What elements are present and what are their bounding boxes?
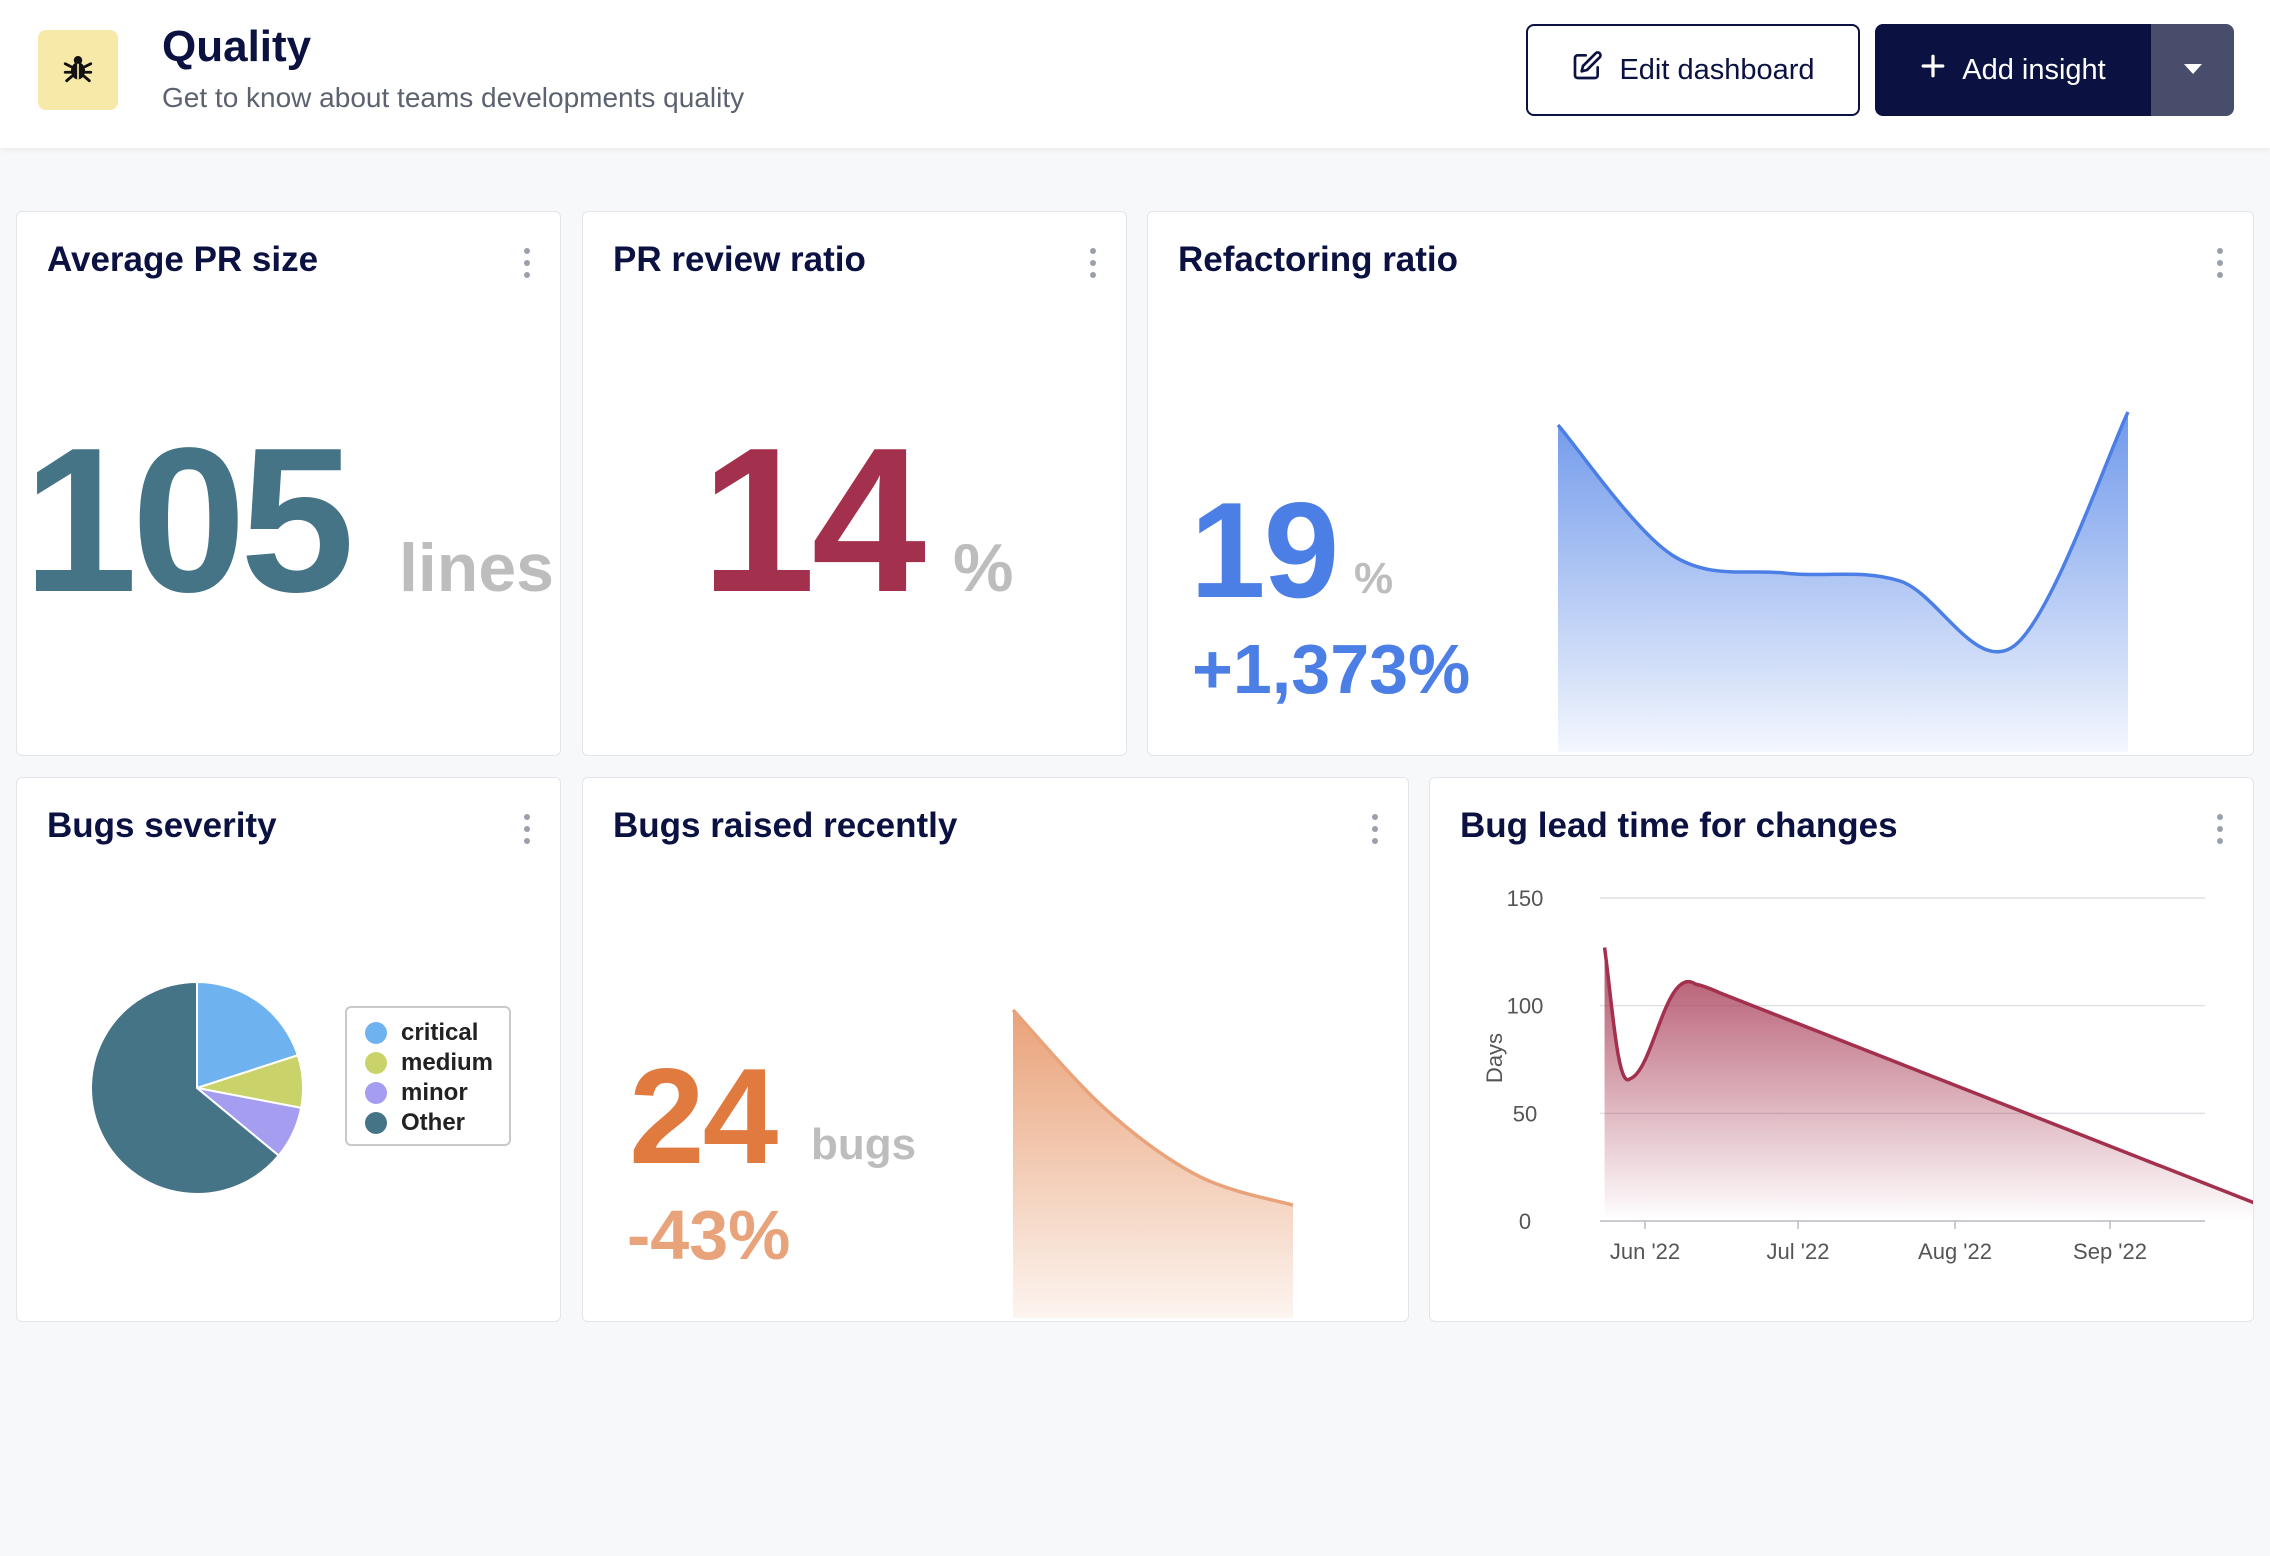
- kebab-icon: [1090, 248, 1096, 254]
- card-refactoring-ratio: Refactoring ratio 19 % +1,373%: [1147, 211, 2254, 756]
- metric-change: -43%: [627, 1196, 791, 1274]
- pie-legend: critical medium minor Other: [345, 1006, 511, 1146]
- sparkline-line: [1556, 411, 2130, 654]
- add-insight-label: Add insight: [1962, 53, 2106, 86]
- lead-time-chart: 0 50 100 150 Jun '22 Jul '22 Aug '22 Sep '22 Da…: [1482, 886, 2253, 1264]
- legend-label: Other: [401, 1109, 466, 1136]
- y-tick-label: 50: [1513, 1101, 1537, 1126]
- page-title: Quality: [162, 22, 312, 71]
- x-tick-label: Sep '22: [2073, 1239, 2147, 1264]
- legend-item: minor: [365, 1078, 509, 1108]
- metric-value: 24: [629, 1040, 778, 1192]
- bugs-severity-pie: [90, 980, 304, 1195]
- y-tick-label: 100: [1507, 994, 1544, 1019]
- page-subtitle: Get to know about teams developments qua…: [162, 82, 745, 113]
- edit-icon: [1571, 50, 1603, 90]
- lead-time-area: [1604, 947, 2253, 1221]
- pie-slice-critical: [196, 980, 300, 1090]
- card-average-pr-size: Average PR size 105 lines: [16, 211, 561, 756]
- legend-swatch: [365, 1052, 387, 1074]
- card-menu-button[interactable]: [521, 248, 533, 278]
- card-bug-lead-time: Bug lead time for changes 0 50 100 150 Jun '…: [1429, 777, 2254, 1322]
- legend-label: minor: [401, 1079, 468, 1106]
- metric-value: 19: [1190, 474, 1339, 626]
- kebab-icon: [524, 814, 530, 820]
- metric-unit: %: [953, 530, 1014, 606]
- card-title: Bugs severity: [47, 806, 277, 845]
- metric-unit: lines: [399, 530, 554, 606]
- card-title: Refactoring ratio: [1178, 240, 1459, 279]
- add-insight-button[interactable]: Add insight: [1875, 24, 2151, 116]
- legend-item: Other: [365, 1108, 509, 1138]
- sparkline-area: [1558, 412, 2128, 752]
- legend-label: medium: [401, 1049, 494, 1076]
- bug-icon: [61, 51, 95, 90]
- x-tick-label: Jul '22: [1767, 1239, 1830, 1264]
- card-menu-button[interactable]: [521, 814, 533, 844]
- legend-swatch: [365, 1022, 387, 1044]
- sparkline-line: [1011, 1008, 1294, 1207]
- legend-item: medium: [365, 1048, 509, 1078]
- legend-label: critical: [401, 1019, 479, 1046]
- legend-swatch: [365, 1112, 387, 1134]
- y-axis-label: Days: [1482, 1033, 1507, 1083]
- card-bugs-raised-recently: Bugs raised recently 24 bugs -43%: [582, 777, 1409, 1322]
- metric-unit: %: [1354, 554, 1394, 603]
- metric-value: 14: [701, 405, 926, 635]
- lead-time-line: [1602, 947, 2253, 1205]
- y-tick-label: 150: [1507, 886, 1544, 911]
- card-bugs-severity: Bugs severity critical medium minor Othe…: [16, 777, 561, 1322]
- y-tick-label: 0: [1519, 1209, 1531, 1234]
- edit-dashboard-label: Edit dashboard: [1619, 53, 1815, 86]
- card-title: Bug lead time for changes: [1460, 806, 1898, 845]
- bugs-raised-sparkline: [1011, 1008, 1294, 1318]
- x-tick-label: Jun '22: [1610, 1239, 1680, 1264]
- card-title: Average PR size: [47, 240, 319, 279]
- card-menu-button[interactable]: [1087, 248, 1099, 278]
- card-menu-button[interactable]: [1369, 814, 1381, 844]
- card-title: PR review ratio: [613, 240, 866, 279]
- dashboard-header: Quality Get to know about teams developm…: [0, 0, 2270, 148]
- kebab-icon: [2217, 248, 2223, 254]
- refactoring-sparkline: [1556, 411, 2130, 752]
- legend-item: critical: [365, 1018, 509, 1048]
- caret-down-icon: [2183, 61, 2202, 79]
- metric-unit: bugs: [811, 1120, 917, 1169]
- legend-swatch: [365, 1082, 387, 1104]
- kebab-icon: [1372, 814, 1378, 820]
- logo-box: [38, 30, 118, 110]
- sparkline-area: [1013, 1010, 1293, 1318]
- card-menu-button[interactable]: [2214, 248, 2226, 278]
- card-title: Bugs raised recently: [613, 806, 958, 845]
- plus-icon: [1920, 53, 1946, 87]
- card-menu-button[interactable]: [2214, 814, 2226, 844]
- edit-dashboard-button[interactable]: Edit dashboard: [1526, 24, 1860, 116]
- metric-change: +1,373%: [1192, 630, 1471, 708]
- pie-slice-other: [90, 980, 281, 1195]
- metric-value: 105: [23, 405, 355, 635]
- kebab-icon: [524, 248, 530, 254]
- x-tick-label: Aug '22: [1918, 1239, 1992, 1264]
- card-pr-review-ratio: PR review ratio 14 %: [582, 211, 1127, 756]
- kebab-icon: [2217, 814, 2223, 820]
- add-insight-dropdown-button[interactable]: [2151, 24, 2234, 116]
